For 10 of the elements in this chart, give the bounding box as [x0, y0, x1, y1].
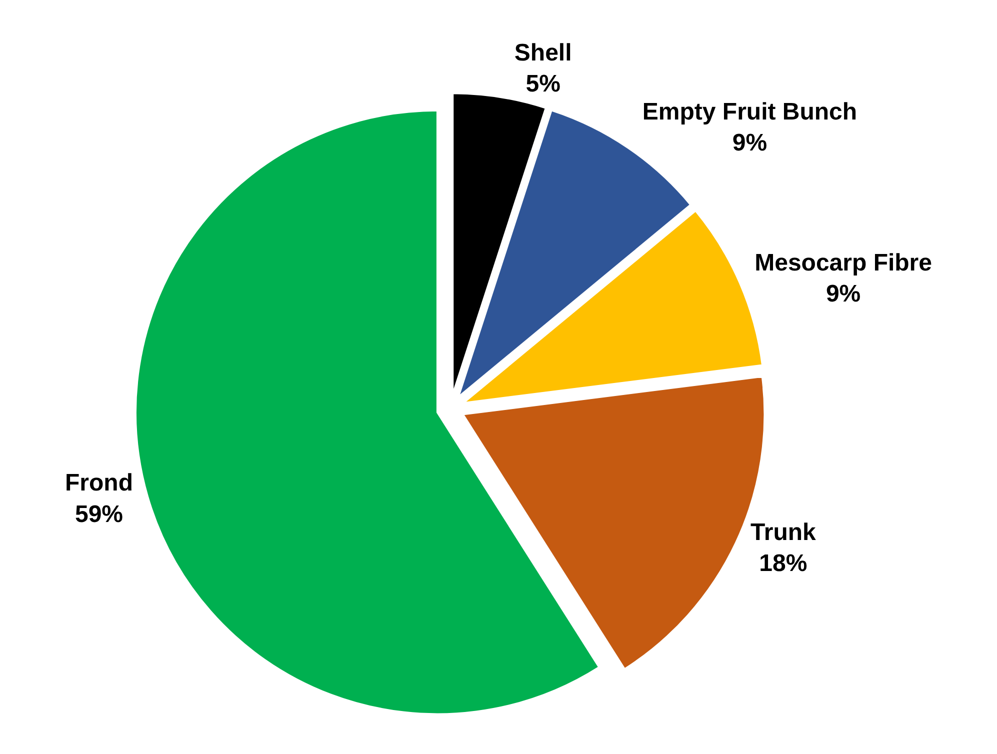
data-label: 5% [526, 70, 560, 98]
slice-label: Trunk [750, 519, 817, 546]
slice-label: Frond [64, 470, 133, 497]
data-label: 9% [826, 280, 861, 308]
slice-label: Empty Fruit Bunch [642, 98, 858, 126]
data-label: 9% [732, 130, 768, 157]
slice-label: Mesocarp Fibre [754, 250, 932, 277]
slice-label: Shell [514, 39, 572, 66]
data-label: 18% [759, 550, 808, 578]
data-label: 59% [74, 500, 124, 528]
